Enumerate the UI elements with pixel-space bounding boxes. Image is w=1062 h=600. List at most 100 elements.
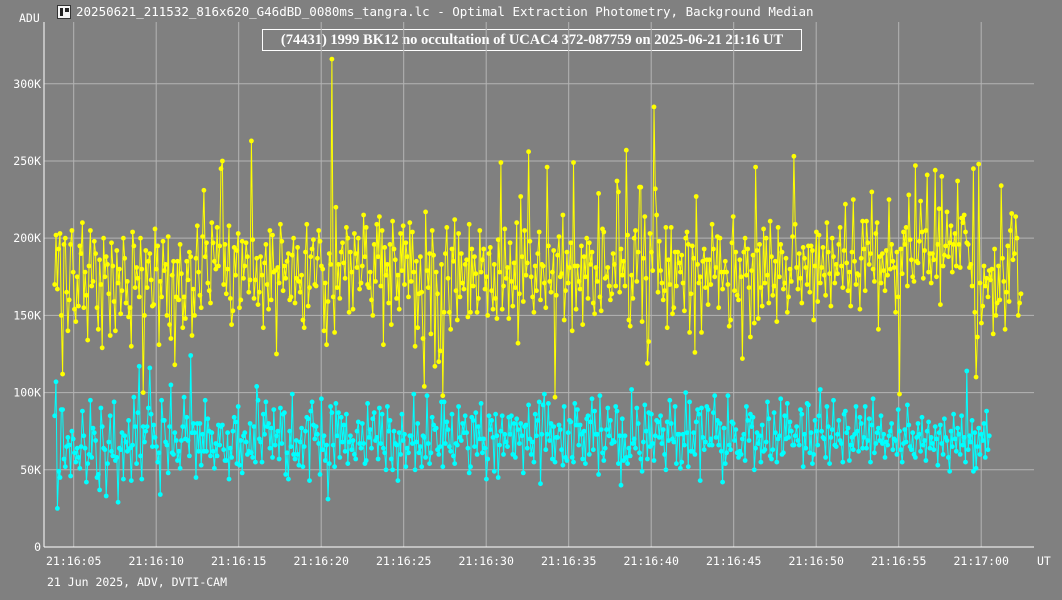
series-1-point bbox=[458, 438, 464, 443]
series-0-line bbox=[54, 59, 1022, 398]
series-1-point bbox=[292, 456, 298, 462]
series-1-point bbox=[212, 465, 217, 471]
series-1-point bbox=[671, 439, 677, 445]
series-0-point bbox=[491, 262, 497, 267]
series-0-point bbox=[779, 249, 785, 255]
series-1-point bbox=[589, 396, 595, 402]
series-0-point bbox=[398, 231, 403, 236]
series-0-point bbox=[53, 232, 59, 238]
series-0-point bbox=[366, 285, 372, 290]
series-0-point bbox=[680, 280, 686, 286]
series-0-point bbox=[833, 262, 839, 267]
series-0-point bbox=[689, 243, 695, 249]
series-0-point bbox=[418, 254, 423, 260]
series-0-point bbox=[737, 257, 743, 263]
series-1-point bbox=[944, 438, 950, 443]
series-0-point bbox=[337, 296, 343, 301]
series-1-point bbox=[672, 404, 678, 409]
series-0-point bbox=[514, 220, 520, 226]
series-0-point bbox=[206, 288, 212, 294]
x-tick-label: 21:16:20 bbox=[294, 554, 349, 568]
series-1-point bbox=[758, 459, 764, 465]
series-1-point bbox=[803, 445, 809, 451]
series-0-point bbox=[716, 305, 722, 311]
series-1-point bbox=[543, 447, 549, 453]
series-1-point bbox=[378, 441, 384, 446]
series-1-point bbox=[700, 435, 706, 440]
series-1-point bbox=[880, 441, 885, 446]
series-0-point bbox=[419, 289, 425, 295]
series-0-point bbox=[849, 249, 855, 255]
series-1-point bbox=[913, 455, 918, 460]
series-0-point bbox=[697, 274, 703, 280]
series-0-point bbox=[923, 228, 929, 233]
series-0-point bbox=[898, 246, 904, 252]
series-1-point bbox=[237, 462, 242, 468]
series-0-point bbox=[547, 279, 553, 284]
series-0-point bbox=[1009, 211, 1015, 216]
series-0-point bbox=[410, 229, 415, 235]
series-1-point bbox=[860, 445, 865, 451]
series-1-point bbox=[69, 428, 75, 434]
series-0-point bbox=[626, 317, 632, 323]
series-0-point bbox=[499, 306, 505, 312]
series-1-point bbox=[344, 411, 349, 417]
series-0-point bbox=[893, 309, 898, 315]
series-1-point bbox=[630, 441, 636, 446]
series-0-point bbox=[267, 228, 273, 233]
series-0-point bbox=[560, 212, 566, 218]
series-0-point bbox=[795, 286, 801, 292]
series-0-point bbox=[569, 328, 575, 334]
series-1-point bbox=[214, 453, 220, 459]
series-0-point bbox=[613, 283, 619, 289]
series-0-point bbox=[831, 254, 836, 260]
series-0-point bbox=[763, 235, 769, 241]
series-0-point bbox=[126, 314, 131, 320]
series-1-point bbox=[695, 407, 700, 412]
series-0-point bbox=[497, 269, 502, 275]
series-0-point bbox=[812, 263, 818, 269]
series-0-point bbox=[593, 265, 599, 270]
series-0-point bbox=[683, 235, 689, 241]
series-1-point bbox=[489, 418, 494, 423]
series-0-point bbox=[395, 272, 401, 278]
series-1-point bbox=[651, 458, 657, 463]
series-1-point bbox=[746, 438, 752, 443]
series-1-point bbox=[270, 455, 275, 460]
series-0-point bbox=[766, 300, 772, 306]
series-0-point bbox=[324, 342, 329, 348]
series-0-point bbox=[972, 309, 978, 315]
series-0-point bbox=[961, 212, 967, 218]
series-1-point bbox=[973, 465, 979, 471]
series-0-point bbox=[792, 221, 798, 227]
series-0-point bbox=[618, 246, 624, 252]
series-0-point bbox=[429, 228, 435, 233]
series-1-point bbox=[919, 414, 925, 420]
series-0-point bbox=[239, 238, 245, 244]
series-1-point bbox=[414, 439, 419, 445]
series-0-point bbox=[564, 249, 570, 255]
series-0-point bbox=[183, 316, 188, 321]
series-1-point bbox=[61, 456, 67, 462]
series-1-point bbox=[68, 473, 73, 479]
series-1-point bbox=[403, 464, 409, 470]
series-0-point bbox=[1008, 228, 1013, 233]
series-1-point bbox=[687, 399, 692, 405]
series-1-point bbox=[936, 430, 942, 436]
series-0-point bbox=[249, 138, 254, 144]
series-1-point bbox=[741, 431, 747, 437]
x-tick-label: 21:17:00 bbox=[954, 554, 1009, 568]
series-0-point bbox=[185, 277, 191, 283]
series-1-point bbox=[225, 430, 231, 436]
series-0-point bbox=[221, 282, 227, 287]
series-0-point bbox=[420, 336, 426, 341]
series-0-point bbox=[598, 308, 604, 314]
series-1-point bbox=[107, 413, 113, 419]
series-1-point bbox=[959, 413, 964, 419]
series-0-point bbox=[506, 316, 512, 321]
series-0-point bbox=[73, 319, 79, 324]
series-0-point bbox=[866, 262, 872, 267]
series-0-point bbox=[728, 317, 733, 323]
series-1-point bbox=[288, 444, 294, 449]
